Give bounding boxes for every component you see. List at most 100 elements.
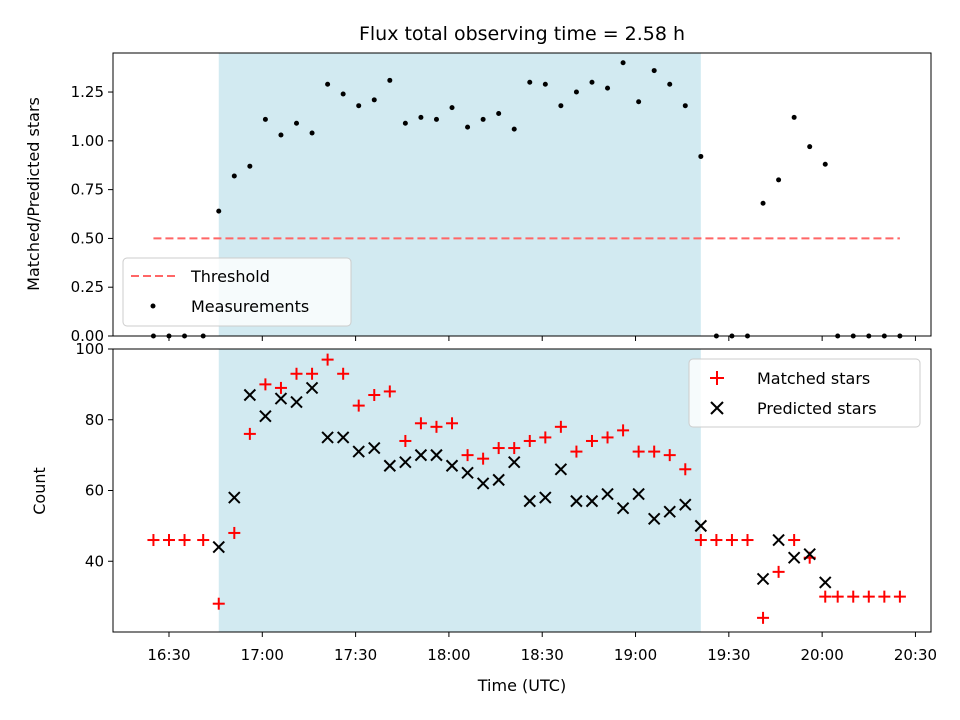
top-y-tick-label: 1.00	[71, 132, 104, 150]
predicted-point	[663, 505, 676, 518]
matched-point	[632, 445, 645, 458]
bottom-y-axis-label: Count	[30, 467, 49, 515]
predicted-point	[508, 455, 521, 469]
top-y-axis-label: Matched/Predicted stars	[24, 97, 43, 291]
matched-point	[570, 445, 583, 458]
x-tick-label: 18:00	[427, 646, 470, 664]
top-y-tick-label: 0.75	[71, 181, 104, 199]
predicted-point	[772, 533, 785, 547]
matched-point	[368, 388, 381, 401]
predicted-point	[321, 431, 334, 444]
x-tick-label: 19:30	[707, 646, 750, 664]
matched-point	[274, 381, 287, 394]
matched-point	[337, 367, 350, 380]
predicted-legend-swatch	[710, 401, 724, 415]
bottom-y-tick-label: 100	[75, 340, 104, 358]
predicted-point	[352, 445, 365, 458]
predicted-point	[290, 395, 303, 409]
matched-point	[601, 431, 614, 444]
predicted-point	[756, 572, 770, 586]
matched-point	[259, 378, 272, 391]
matched-point	[539, 431, 552, 444]
bottom-y-tick-label: 40	[85, 552, 104, 570]
predicted-point	[414, 448, 428, 462]
x-tick-label: 17:00	[241, 646, 284, 664]
measurement-point	[496, 111, 502, 117]
measurement-point	[620, 60, 626, 66]
x-tick-label: 20:30	[894, 646, 937, 664]
measurement-point	[822, 161, 828, 167]
measurement-point	[682, 103, 688, 109]
measurement-point	[589, 79, 595, 85]
matched-point	[147, 534, 160, 547]
measurement-point	[698, 153, 704, 159]
top-panel: 0.00 0.25 0.50 0.75 1.00 1.25 Flux total obse…	[24, 23, 932, 345]
matched-point	[710, 534, 723, 547]
predicted-point	[492, 473, 505, 487]
measurement-point	[776, 177, 782, 183]
predicted-point	[383, 459, 397, 472]
bottom-panel: 40 60 80 100 16:30 17:00 17:30 18:00 18:30 19:00…	[30, 340, 937, 695]
matched-point	[772, 565, 785, 578]
predicted-point	[305, 381, 319, 395]
measurements-legend-label: Measurements	[191, 297, 309, 316]
measurement-point	[667, 81, 673, 87]
measurement-point	[760, 200, 766, 206]
x-tick-label: 16:30	[147, 646, 190, 664]
x-tick-label: 17:30	[334, 646, 377, 664]
measurement-point	[278, 132, 284, 138]
predicted-point	[274, 392, 288, 405]
predicted-point	[694, 519, 708, 533]
matched-point	[178, 534, 191, 547]
measurement-point	[418, 114, 424, 120]
matched-point	[585, 434, 598, 447]
x-axis-label: Time (UTC)	[477, 676, 566, 695]
bottom-legend-box	[688, 358, 921, 428]
matched-point	[663, 449, 676, 462]
predicted-point	[585, 494, 599, 508]
measurement-point	[294, 120, 300, 126]
predicted-point	[616, 501, 630, 515]
matched-point	[243, 427, 256, 440]
matched-point	[725, 534, 738, 547]
matched-point	[831, 590, 844, 603]
matched-point	[757, 611, 770, 624]
matched-legend-label: Matched stars	[757, 369, 870, 388]
matched-point	[694, 534, 707, 547]
matched-point	[788, 534, 801, 547]
matched-point	[461, 449, 474, 462]
x-tick-label: 19:00	[614, 646, 657, 664]
measurement-point	[247, 163, 253, 169]
matched-point	[893, 590, 906, 603]
measurements-legend-swatch	[150, 303, 156, 309]
top-y-tick-label: 0.25	[71, 278, 104, 296]
bottom-y-tick-label: 60	[85, 482, 104, 500]
predicted-point	[259, 410, 272, 423]
measurement-point	[511, 126, 517, 132]
matched-point	[399, 434, 412, 447]
top-legend-box	[122, 257, 352, 327]
matched-point	[617, 424, 630, 437]
predicted-point	[399, 455, 412, 469]
measurement-point	[807, 144, 813, 150]
top-y-tick-label: 0.00	[71, 327, 104, 345]
measurement-point	[371, 97, 377, 103]
predicted-point	[461, 466, 474, 480]
measurement-point	[433, 116, 439, 122]
predicted-point	[212, 540, 225, 554]
matched-point	[679, 463, 692, 476]
measurement-point	[527, 79, 533, 85]
predicted-point	[632, 487, 645, 501]
matched-point	[492, 442, 505, 455]
predicted-point	[523, 494, 536, 508]
predicted-point	[601, 487, 614, 501]
measurement-point	[636, 99, 642, 105]
top-axes-frame	[112, 52, 932, 337]
measurement-point	[605, 85, 611, 91]
bottom-y-tick-label: 80	[85, 411, 104, 429]
matched-point	[383, 385, 396, 398]
measurement-point	[340, 91, 346, 97]
matched-point	[321, 353, 334, 366]
predicted-point	[368, 441, 381, 455]
